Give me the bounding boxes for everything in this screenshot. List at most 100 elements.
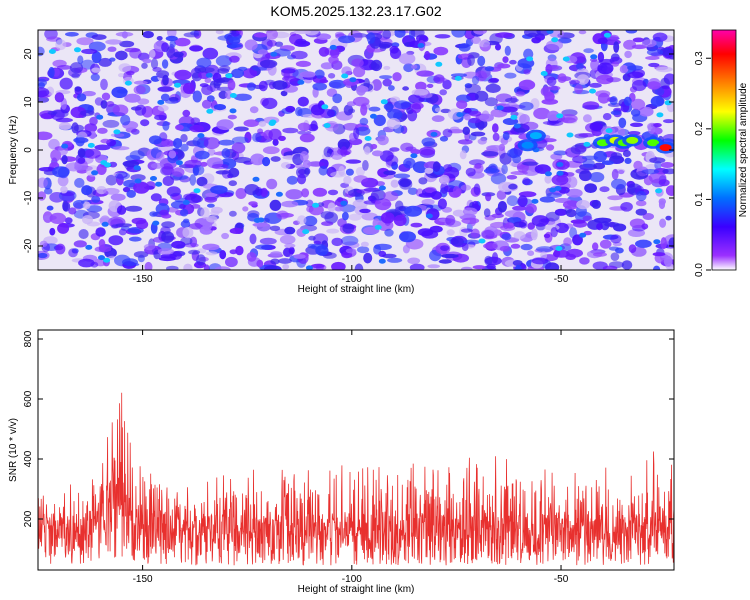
heatmap-noise-cell [205, 251, 218, 256]
heatmap-noise-cell [513, 123, 521, 129]
heatmap-noise-cell [576, 74, 590, 85]
heatmap-noise-cell [470, 228, 480, 238]
colorbar-tick-label: 0.1 [694, 192, 705, 206]
heatmap-noise-cell [183, 32, 200, 38]
heatmap-noise-cell [77, 157, 86, 164]
heatmap-noise-cell [576, 199, 590, 210]
heatmap-noise-cell [652, 252, 666, 257]
heatmap-noise-cell [74, 177, 85, 188]
x-tick-label: -100 [342, 574, 362, 585]
heatmap-noise-cell [398, 53, 416, 65]
heatmap-noise-cell [206, 108, 214, 114]
heatmap-noise-cell [527, 250, 535, 256]
heatmap-noise-cell [169, 40, 176, 48]
heatmap-noise-cell [510, 171, 528, 175]
heatmap-noise-cell [85, 244, 93, 250]
heatmap-noise-cell [205, 72, 213, 78]
heatmap-noise-cell [319, 79, 329, 84]
heatmap-noise-cell [243, 119, 260, 127]
heatmap-noise-cell [215, 170, 230, 175]
heatmap-noise-cell [519, 101, 534, 111]
heatmap-noise-cell [165, 35, 178, 42]
heatmap-noise-cell [443, 164, 453, 173]
heatmap-noise-cell [378, 258, 386, 264]
heatmap-noise-cell [154, 114, 167, 121]
heatmap-noise-cell [111, 224, 119, 229]
heatmap-feature [659, 144, 672, 152]
heatmap-noise-cell [270, 156, 281, 162]
heatmap-noise-cell [611, 168, 619, 180]
heatmap-noise-cell [62, 200, 69, 212]
heatmap-noise-cell [256, 259, 264, 268]
heatmap-noise-cell [485, 83, 501, 93]
heatmap-noise-cell [370, 189, 386, 201]
heatmap-noise-cell [415, 81, 427, 91]
heatmap-noise-cell [484, 66, 495, 72]
heatmap-noise-cell [101, 92, 111, 101]
heatmap-noise-cell [439, 136, 449, 142]
heatmap-noise-cell [135, 219, 149, 230]
heatmap-noise-cell [229, 30, 237, 35]
heatmap-noise-cell [82, 90, 96, 97]
heatmap-noise-cell [149, 211, 158, 217]
heatmap-noise-cell [168, 150, 177, 159]
heatmap-noise-cell [609, 96, 618, 106]
heatmap-noise-cell [655, 87, 665, 96]
heatmap-noise-cell [307, 161, 325, 167]
colorbar-tick-label: 0.3 [694, 51, 705, 65]
heatmap-noise-cell [517, 195, 528, 207]
heatmap-noise-cell [478, 238, 486, 244]
heatmap-noise-cell [38, 252, 48, 259]
heatmap-noise-cell [360, 104, 368, 116]
heatmap-noise-cell [219, 250, 227, 260]
heatmap-noise-cell [388, 85, 395, 91]
heatmap-noise-cell [620, 202, 633, 212]
heatmap-noise-cell [252, 176, 260, 182]
heatmap-noise-cell [515, 91, 526, 97]
heatmap-noise-cell [368, 106, 381, 112]
heatmap-noise-cell [402, 244, 410, 254]
heatmap-noise-cell [47, 110, 58, 115]
heatmap-noise-cell [275, 191, 283, 197]
heatmap-noise-cell [630, 108, 641, 117]
heatmap-noise-cell [534, 164, 551, 174]
heatmap-noise-cell [400, 142, 414, 152]
heatmap-noise-cell [597, 51, 605, 63]
heatmap-noise-cell [631, 98, 646, 111]
heatmap-noise-cell [100, 138, 111, 144]
heatmap-noise-cell [473, 30, 487, 35]
heatmap-noise-cell [355, 126, 371, 136]
heatmap-noise-cell [173, 51, 184, 58]
colorbar: 0.0 0.1 0.2 0.3 Normalized spectral amplitu… [694, 29, 749, 277]
heatmap-noise-cell [593, 252, 607, 257]
heatmap-noise-cell [545, 211, 560, 222]
heatmap-noise-cell [162, 175, 174, 187]
heatmap-noise-cell [608, 34, 619, 41]
heatmap-noise-cell [354, 263, 364, 270]
heatmap-noise-cell [157, 248, 175, 255]
heatmap-noise-cell [166, 186, 181, 197]
heatmap-noise-cell [570, 144, 587, 155]
heatmap-noise-cell [465, 167, 476, 177]
heatmap-noise-cell [660, 237, 667, 250]
heatmap-noise-cell [329, 44, 337, 50]
heatmap-noise-cell [300, 150, 309, 162]
heatmap-noise-cell [270, 51, 278, 57]
heatmap-noise-cell [543, 233, 551, 239]
heatmap-noise-cell [331, 261, 346, 270]
heatmap-noise-cell [302, 229, 310, 235]
heatmap-noise-cell [297, 122, 311, 132]
heatmap-noise-cell [630, 122, 643, 128]
heatmap-noise-cell [656, 112, 664, 118]
heatmap-noise-cell [661, 85, 671, 90]
heatmap-noise-cell [160, 93, 170, 102]
heatmap-noise-cell [610, 110, 622, 115]
y-tick-label: 800 [23, 330, 34, 347]
heatmap-noise-cell [433, 74, 445, 84]
heatmap-noise-cell [52, 166, 70, 178]
heatmap-noise-cell [83, 201, 91, 210]
heatmap-noise-cell [182, 227, 194, 239]
heatmap-noise-cell [430, 191, 442, 200]
colorbar-ticks: 0.0 0.1 0.2 0.3 [694, 51, 711, 277]
heatmap-noise-cell [623, 96, 632, 107]
